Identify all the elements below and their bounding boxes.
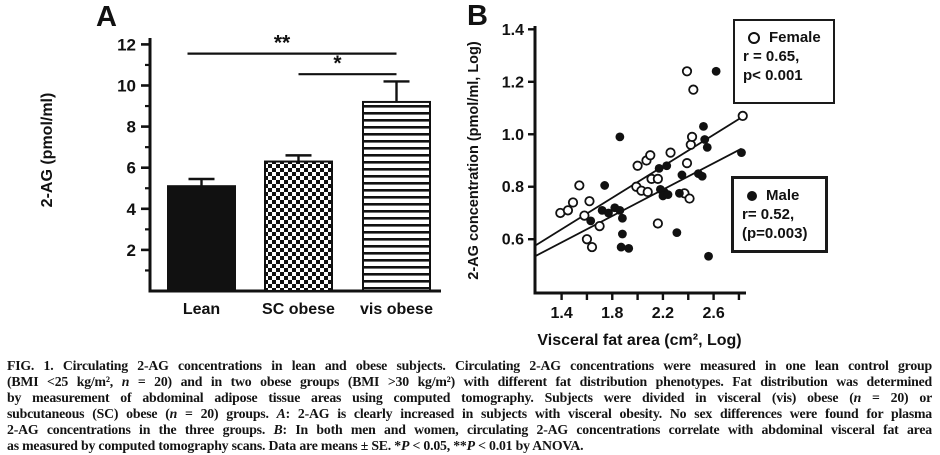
scatter-point-male: [586, 216, 596, 226]
x-axis-label: Visceral fat area (cm², Log): [537, 332, 741, 349]
scatter-point-female: [652, 173, 663, 184]
scatter-point-female: [686, 131, 698, 142]
scatter-point-male: [704, 251, 713, 261]
caption-line: (BMI <25 kg/m², n = 20) and in two obese…: [7, 374, 932, 390]
caption-line: 2-AG concentrations in the three groups.…: [7, 422, 932, 438]
scatter-point-female: [665, 147, 676, 158]
scatter-point-male: [618, 229, 627, 239]
scatter-point-female: [681, 66, 693, 77]
scatter-point-male: [737, 148, 746, 158]
scatter-point-female: [688, 84, 699, 95]
svg-text:1.4: 1.4: [550, 305, 572, 322]
caption-line: as measured by computed tomography scans…: [7, 438, 584, 454]
scatter-point-female: [562, 205, 574, 216]
regression-line-female: [534, 115, 745, 247]
legend-female-p: p< 0.001: [743, 67, 803, 84]
scatter-point-female: [652, 218, 663, 229]
caption-line: FIG. 1. Circulating 2-AG concentrations …: [7, 358, 932, 373]
legend-male-header: Male: [742, 186, 821, 205]
caption-line: by measurement of abdominal adipose tiss…: [7, 390, 932, 406]
panel-b-label: B: [467, 0, 488, 32]
scatter-point-male: [624, 243, 634, 253]
scatter-point-female: [584, 196, 595, 207]
significance-label: *: [333, 52, 342, 75]
svg-text:1.0: 1.0: [502, 127, 524, 144]
svg-text:1.4: 1.4: [502, 22, 524, 39]
scatter-point-male: [662, 161, 672, 171]
scatter-point-female: [574, 180, 585, 191]
category-label: Lean: [183, 301, 220, 318]
legend-female-header: Female: [743, 28, 829, 47]
y-axis-label: 2-AG concentration (pmol/ml, Log): [466, 41, 482, 280]
scatter-point-female: [567, 197, 579, 208]
regression-line-male: [534, 147, 742, 258]
scatter-chart-2ag-vs-fat: 0.6 0.8 1.0 1.2 1.4 1.4 1.8 2.2 2.6 Visceral fat …: [466, 22, 748, 349]
svg-text:1.8: 1.8: [601, 305, 623, 322]
svg-text:6: 6: [127, 159, 136, 178]
svg-text:1.2: 1.2: [502, 74, 524, 91]
scatter-point-male: [600, 181, 610, 190]
scatter-point-female: [579, 210, 590, 221]
svg-text:8: 8: [127, 118, 136, 137]
scatter-point-female: [594, 220, 605, 232]
bar-vis-obese: [362, 100, 431, 292]
scatter-point-female: [581, 234, 593, 245]
legend-male-r: r= 0.52,: [742, 206, 795, 223]
svg-text:0.6: 0.6: [502, 232, 524, 249]
bar-lean: [167, 185, 236, 293]
legend-male: Male r= 0.52, (p=0.003): [731, 176, 828, 253]
filled-circle-icon: [747, 190, 757, 201]
scatter-point-male: [615, 132, 625, 142]
scatter-point-female: [737, 110, 748, 121]
scatter-point-male: [604, 208, 613, 218]
scatter-point-male: [677, 170, 687, 180]
scatter-point-male: [618, 213, 627, 223]
scatter-point-male: [699, 121, 708, 131]
legend-male-p: (p=0.003): [742, 225, 808, 242]
scatter-point-male: [616, 242, 626, 252]
scatter-point-male: [675, 188, 684, 198]
caption-line: subcutaneous (SC) obese (n = 20) groups.…: [7, 406, 932, 422]
svg-text:2: 2: [127, 241, 136, 260]
category-label: vis obese: [360, 301, 433, 318]
scatter-point-female: [586, 241, 598, 253]
scatter-point-female: [684, 193, 695, 204]
scatter-point-male: [672, 228, 682, 238]
legend-female-r: r = 0.65,: [743, 48, 800, 65]
svg-text:4: 4: [127, 200, 137, 219]
significance-label: **: [274, 32, 291, 55]
scatter-point-male: [700, 135, 710, 144]
svg-text:12: 12: [117, 35, 136, 54]
scatter-point-female: [681, 158, 693, 169]
svg-text:2.6: 2.6: [702, 305, 724, 322]
bar-chart-2ag-groups: 2 4 6 8 10 12 2-AG (pmol/ml) Lean SC obese vis ob…: [39, 32, 441, 318]
panel-a-label: A: [96, 1, 117, 33]
scatter-panel: 0.6 0.8 1.0 1.2 1.4 1.4 1.8 2.2 2.6 Visceral fat …: [460, 0, 940, 355]
scatter-point-male: [663, 190, 673, 200]
legend-male-title: Male: [766, 187, 800, 204]
scatter-point-male: [702, 142, 712, 152]
svg-text:2.2: 2.2: [652, 305, 674, 322]
scatter-point-male: [697, 171, 707, 181]
scatter-point-male: [711, 66, 721, 76]
category-label: SC obese: [262, 301, 335, 318]
legend-female: Female r = 0.65, p< 0.001: [733, 19, 835, 104]
scatter-point-female: [632, 160, 643, 171]
bar-sc-obese: [264, 160, 333, 292]
open-circle-icon: [748, 31, 760, 44]
svg-text:0.8: 0.8: [502, 179, 524, 196]
svg-text:10: 10: [117, 77, 136, 96]
scatter-point-female: [645, 150, 656, 161]
scatter-point-male: [654, 163, 664, 173]
figure-caption: FIG. 1. Circulating 2-AG concentrations …: [7, 358, 932, 455]
scatter-point-female: [642, 186, 653, 198]
scatter-point-male: [615, 205, 625, 215]
legend-female-title: Female: [769, 29, 821, 46]
y-axis-label: 2-AG (pmol/ml): [39, 93, 56, 208]
